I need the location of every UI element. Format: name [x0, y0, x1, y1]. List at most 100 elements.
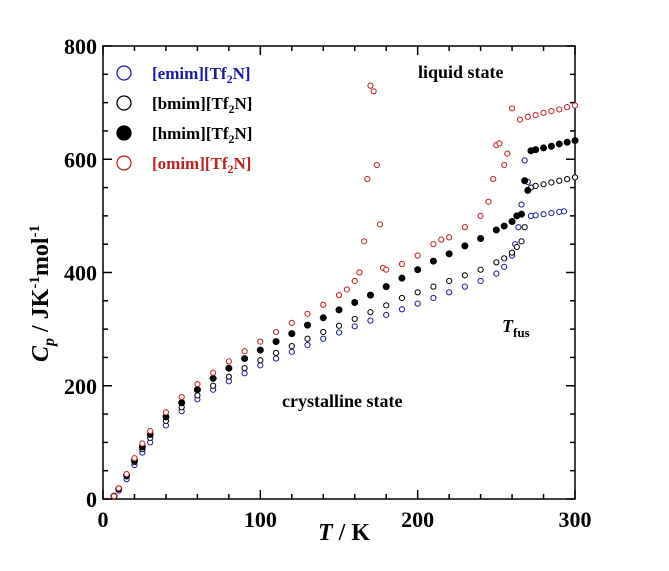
x-tick-label: 100 — [244, 507, 277, 532]
data-point-omim — [370, 88, 377, 95]
data-point-omim — [516, 116, 524, 123]
data-point-emim — [257, 362, 264, 369]
data-point-hmim — [382, 283, 390, 291]
data-point-emim — [320, 335, 327, 342]
data-point-omim — [438, 236, 445, 243]
data-point-hmim — [288, 330, 296, 338]
data-point-hmim — [461, 242, 469, 250]
axis-tick-labels: 0 100 200 300 0 200 400 600 800 — [64, 34, 592, 532]
data-point-hmim — [366, 291, 374, 299]
data-point-bmim — [532, 182, 539, 189]
data-point-hmim — [429, 257, 437, 265]
data-point-omim — [110, 493, 118, 500]
data-point-emim — [477, 277, 484, 285]
data-point-emim — [461, 283, 468, 290]
data-point-hmim — [571, 137, 579, 145]
data-point-hmim — [492, 226, 500, 234]
data-point-bmim — [225, 373, 232, 380]
data-point-omim — [225, 358, 232, 365]
data-point-emim — [521, 157, 528, 164]
data-point-emim — [383, 311, 390, 319]
data-point-emim — [398, 306, 406, 313]
data-point-hmim — [178, 399, 186, 407]
axis-ticks — [102, 45, 576, 500]
data-point-omim — [210, 369, 217, 376]
data-point-emim — [493, 270, 500, 277]
data-point-omim — [508, 105, 516, 112]
data-point-hmim — [335, 306, 343, 314]
data-point-hmim — [547, 142, 555, 150]
x-tick-label: 200 — [401, 507, 434, 532]
data-point-bmim — [571, 174, 579, 181]
data-point-bmim — [335, 322, 343, 329]
data-point-omim — [532, 111, 539, 119]
data-point-omim — [343, 286, 350, 293]
data-point-emim — [351, 323, 358, 330]
data-point-omim — [364, 175, 371, 183]
data-point-hmim — [555, 140, 563, 148]
data-point-hmim — [445, 250, 453, 258]
data-point-bmim — [383, 302, 390, 309]
data-point-omim — [304, 310, 311, 317]
data-point-emim — [540, 211, 547, 218]
annotation-crystalline-state: crystalline state — [282, 391, 402, 411]
data-point-omim — [477, 212, 484, 219]
legend-marker-hmim — [116, 125, 132, 141]
data-point-omim — [147, 427, 154, 435]
data-point-omim — [194, 380, 201, 388]
data-point-omim — [501, 161, 508, 169]
legend-marker-omim — [116, 155, 132, 171]
data-point-bmim — [461, 272, 468, 279]
data-point-emim — [548, 209, 555, 217]
data-point-emim — [367, 317, 374, 324]
data-point-bmim — [508, 249, 516, 256]
data-point-omim — [571, 102, 579, 109]
data-point-emim — [304, 341, 311, 349]
x-tick-label: 0 — [98, 507, 109, 532]
data-point-bmim — [367, 309, 374, 316]
data-point-omim — [524, 113, 531, 120]
data-point-omim — [178, 393, 185, 401]
data-point-bmim — [241, 365, 248, 372]
data-point-bmim — [320, 328, 327, 336]
x-tick-label: 300 — [559, 507, 592, 532]
data-point-emim — [288, 348, 295, 355]
data-point-omim — [446, 234, 453, 241]
data-point-bmim — [540, 181, 547, 188]
data-point-bmim — [194, 392, 201, 399]
data-point-hmim — [398, 274, 406, 282]
data-point-bmim — [414, 289, 421, 296]
data-point-hmim — [256, 346, 264, 354]
data-point-omim — [376, 221, 384, 228]
data-point-bmim — [210, 382, 217, 389]
data-point-omim — [496, 140, 503, 147]
data-point-hmim — [500, 222, 508, 230]
data-point-omim — [504, 150, 511, 157]
data-point-hmim — [319, 314, 327, 322]
annotation-tfus: Tfus — [502, 316, 530, 340]
data-point-omim — [351, 277, 358, 285]
data-point-hmim — [225, 364, 233, 372]
data-point-omim — [461, 224, 468, 231]
data-point-emim — [560, 208, 568, 215]
legend-marker-emim — [116, 65, 132, 81]
data-points — [110, 82, 579, 500]
data-point-bmim — [518, 238, 525, 245]
data-point-bmim — [257, 357, 264, 364]
data-point-bmim — [564, 175, 571, 183]
data-point-omim — [540, 109, 547, 116]
data-point-omim — [361, 238, 368, 245]
data-point-omim — [564, 104, 571, 111]
data-point-omim — [556, 106, 563, 113]
data-point-hmim — [524, 186, 532, 194]
data-point-omim — [414, 252, 421, 259]
data-point-hmim — [272, 338, 280, 346]
data-point-omim — [548, 108, 555, 115]
y-tick-label: 0 — [86, 487, 97, 512]
y-tick-label: 200 — [64, 374, 97, 399]
data-point-bmim — [493, 259, 500, 266]
plot-frame — [102, 45, 576, 500]
data-point-bmim — [446, 277, 453, 285]
y-axis-title: Cp / JK-1mol-1 — [27, 225, 58, 362]
data-point-bmim — [304, 335, 311, 342]
